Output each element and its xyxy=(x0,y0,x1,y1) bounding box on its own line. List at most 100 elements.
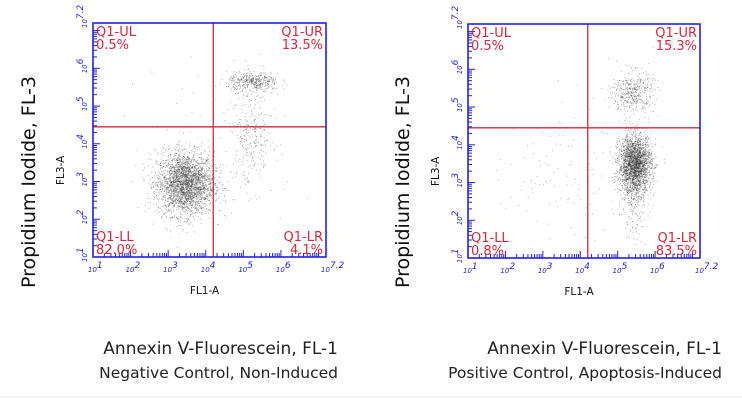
data-point xyxy=(646,159,648,160)
data-point xyxy=(632,144,634,146)
data-point xyxy=(630,157,632,159)
data-point xyxy=(186,171,188,173)
data-point xyxy=(184,184,185,186)
data-point xyxy=(640,163,642,165)
data-point xyxy=(631,153,632,155)
data-point xyxy=(256,76,258,77)
data-point xyxy=(236,71,238,73)
data-point xyxy=(633,171,635,173)
data-point xyxy=(628,153,630,155)
data-point xyxy=(267,84,269,85)
data-point xyxy=(633,155,635,157)
data-point xyxy=(629,138,631,140)
data-point xyxy=(182,187,184,189)
data-point xyxy=(198,188,200,190)
data-point xyxy=(200,182,201,184)
data-point xyxy=(625,165,627,167)
data-point xyxy=(179,164,181,166)
data-point xyxy=(168,162,170,164)
data-point xyxy=(621,168,623,170)
data-point xyxy=(640,169,642,170)
data-point xyxy=(191,205,193,207)
data-point xyxy=(181,197,183,199)
data-point xyxy=(198,166,200,168)
data-point xyxy=(161,189,163,191)
data-point xyxy=(631,138,633,140)
data-point xyxy=(638,162,640,164)
data-point xyxy=(626,160,628,162)
data-point xyxy=(183,149,185,151)
data-point xyxy=(199,212,201,213)
data-point xyxy=(200,188,202,190)
data-point xyxy=(192,197,194,199)
data-point xyxy=(641,162,643,164)
data-point xyxy=(202,177,204,179)
data-point xyxy=(637,148,639,150)
data-point xyxy=(188,190,190,192)
data-point xyxy=(170,182,172,184)
data-point xyxy=(184,162,186,164)
data-point xyxy=(205,184,207,186)
data-point xyxy=(173,166,175,168)
data-point xyxy=(202,187,204,189)
data-point xyxy=(259,84,261,85)
data-point xyxy=(200,177,201,179)
data-point xyxy=(628,176,630,178)
data-point xyxy=(633,155,635,156)
data-point xyxy=(255,99,256,100)
data-point xyxy=(642,153,644,155)
data-point xyxy=(197,163,199,165)
data-point xyxy=(198,174,200,175)
data-point xyxy=(636,154,638,156)
data-point xyxy=(639,170,641,172)
data-point xyxy=(164,175,166,177)
data-point xyxy=(635,158,637,160)
data-point xyxy=(206,195,208,197)
data-point xyxy=(205,161,207,163)
data-point xyxy=(191,162,193,164)
data-point xyxy=(638,165,639,167)
data-point xyxy=(214,155,216,157)
data-point xyxy=(191,190,193,192)
data-point xyxy=(177,196,179,198)
data-point xyxy=(251,81,253,83)
data-point xyxy=(638,184,640,186)
data-point xyxy=(642,164,644,166)
data-point xyxy=(185,191,187,193)
data-point xyxy=(186,161,188,163)
data-point xyxy=(655,167,657,169)
data-point xyxy=(189,175,191,177)
data-point xyxy=(169,181,171,183)
data-point xyxy=(210,196,212,198)
data-point xyxy=(621,161,623,163)
data-point xyxy=(643,163,645,165)
data-point xyxy=(631,144,633,146)
data-point xyxy=(630,162,632,164)
data-point xyxy=(145,204,147,206)
data-point xyxy=(186,179,188,181)
data-point xyxy=(174,171,175,173)
data-point xyxy=(189,184,191,186)
data-point xyxy=(630,178,631,180)
data-point xyxy=(199,173,201,175)
data-point xyxy=(180,179,182,181)
data-point xyxy=(173,180,175,182)
data-point xyxy=(236,135,238,136)
data-point xyxy=(208,187,209,189)
data-point xyxy=(260,78,262,80)
data-point xyxy=(635,172,637,174)
data-point xyxy=(259,125,261,127)
data-point xyxy=(183,196,185,198)
data-point xyxy=(642,157,644,158)
data-point xyxy=(181,209,183,211)
data-point xyxy=(169,170,171,171)
data-point xyxy=(640,148,642,150)
data-point xyxy=(185,167,187,169)
data-point xyxy=(170,209,172,211)
data-point xyxy=(196,161,198,163)
data-point xyxy=(246,149,248,151)
data-point xyxy=(626,145,627,147)
data-point xyxy=(635,170,637,172)
data-point xyxy=(193,159,194,161)
data-point xyxy=(642,189,644,191)
